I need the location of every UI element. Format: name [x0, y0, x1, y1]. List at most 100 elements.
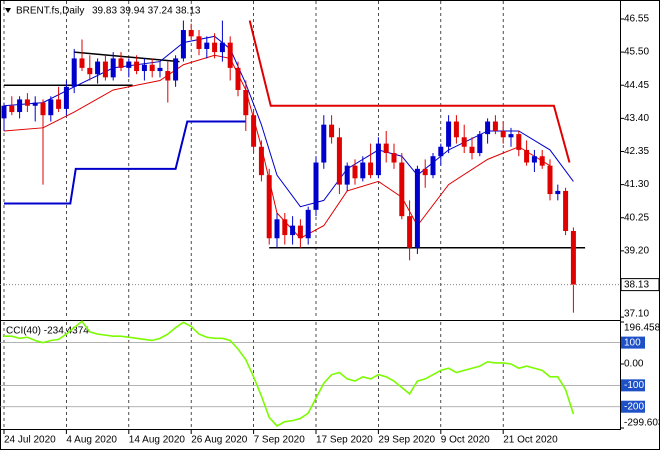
candle-body [95, 61, 101, 75]
candle-body [180, 30, 186, 59]
candle-body [321, 124, 327, 163]
candle-body [297, 225, 303, 239]
candle-body [531, 156, 537, 163]
y-tick-label: 39.20 [624, 245, 649, 256]
candle-body [219, 42, 225, 53]
last-price-box [620, 278, 660, 292]
candle-body [290, 225, 296, 236]
x-tick-label: 7 Sep 2020 [254, 435, 306, 446]
y-tick-label: 41.30 [624, 179, 649, 190]
x-tick-label: 9 Oct 2020 [441, 435, 490, 446]
candle-body [56, 99, 62, 109]
candle-body [266, 175, 272, 239]
indicator-title: CCI(40) -234.4374 [6, 326, 89, 337]
overlay-line [4, 120, 246, 205]
candle-body [251, 115, 257, 147]
candle-body [48, 99, 54, 116]
candle-body [141, 64, 147, 72]
candle-body [188, 30, 194, 37]
candle-body [118, 58, 124, 68]
candle-body [79, 58, 85, 68]
candle-body [274, 219, 280, 239]
candle-body [539, 156, 545, 166]
candle-body [516, 134, 522, 150]
y-tick-label: -200 [624, 401, 644, 412]
candle-body [134, 61, 140, 72]
candle-body [32, 102, 38, 106]
candle-body [157, 67, 163, 72]
candle-body [329, 124, 335, 138]
y-tick-label: 45.50 [624, 47, 649, 58]
y-tick-label: 0.00 [624, 359, 644, 370]
candle-body [383, 143, 389, 154]
candle-body [453, 121, 459, 138]
y-tick-label: 44.45 [624, 80, 649, 91]
candle-body [399, 162, 405, 217]
candle-body [524, 149, 530, 163]
overlay-line [248, 20, 571, 163]
candle-body [1, 105, 7, 119]
x-tick-label: 29 Sep 2020 [378, 435, 435, 446]
candle-body [305, 209, 311, 239]
candle-body [282, 219, 288, 236]
candle-body [235, 67, 241, 90]
candle-body [407, 216, 413, 248]
candle-body [422, 168, 428, 176]
candle-body [110, 58, 116, 78]
candle-body [485, 121, 491, 135]
candle-body [469, 146, 475, 154]
candle-body [165, 71, 171, 81]
candle-body [258, 146, 264, 176]
candle-body [227, 42, 233, 68]
candle-body [9, 105, 15, 113]
x-tick-label: 17 Sep 2020 [316, 435, 373, 446]
last-price-label: 38.13 [624, 279, 649, 290]
candle-body [375, 143, 381, 176]
x-tick-label: 24 Jul 2020 [4, 435, 56, 446]
y-tick-label: 100 [624, 337, 641, 348]
x-tick-label: 14 Aug 2020 [129, 435, 186, 446]
candle-body [368, 162, 374, 176]
candle-body [149, 64, 155, 72]
candle-body [63, 86, 69, 109]
candle-body [313, 162, 319, 210]
candle-body [461, 137, 467, 147]
candle-body [492, 121, 498, 131]
y-tick-label: -100 [624, 380, 644, 391]
candle-body [336, 137, 342, 185]
level-box [621, 336, 645, 349]
candle-body [500, 130, 506, 138]
candle-body [555, 190, 561, 195]
candle-body [563, 190, 569, 231]
candle-body [17, 99, 23, 113]
candle-body [102, 61, 108, 78]
cci-line [4, 320, 575, 427]
candle-body [547, 165, 553, 195]
y-tick-label: 43.40 [624, 113, 649, 124]
x-tick-label: 4 Aug 2020 [66, 435, 117, 446]
candle-body [477, 134, 483, 154]
candle-body [391, 153, 397, 163]
menu-icon [5, 8, 11, 13]
y-tick-label: 46.55 [624, 14, 649, 25]
x-tick-label: 26 Aug 2020 [191, 435, 248, 446]
candle-body [196, 36, 202, 49]
candle-body [24, 99, 30, 106]
candle-body [414, 168, 420, 248]
candle-body [87, 67, 93, 75]
candle-body [344, 165, 350, 185]
candle-body [71, 58, 77, 87]
candle-body [430, 156, 436, 176]
x-tick-label: 21 Oct 2020 [503, 435, 558, 446]
candle-body [204, 42, 210, 49]
candle-body [40, 102, 46, 116]
candle-body [438, 146, 444, 157]
y-tick-label: 42.35 [624, 146, 649, 157]
ohlc-info: 39.83 39.94 37.24 38.13 [92, 6, 201, 17]
candle-body [508, 134, 514, 138]
y-tick-label: -299.603 [624, 418, 660, 429]
candle-body [446, 121, 452, 147]
candle-body [570, 230, 576, 285]
level-box [621, 379, 645, 392]
